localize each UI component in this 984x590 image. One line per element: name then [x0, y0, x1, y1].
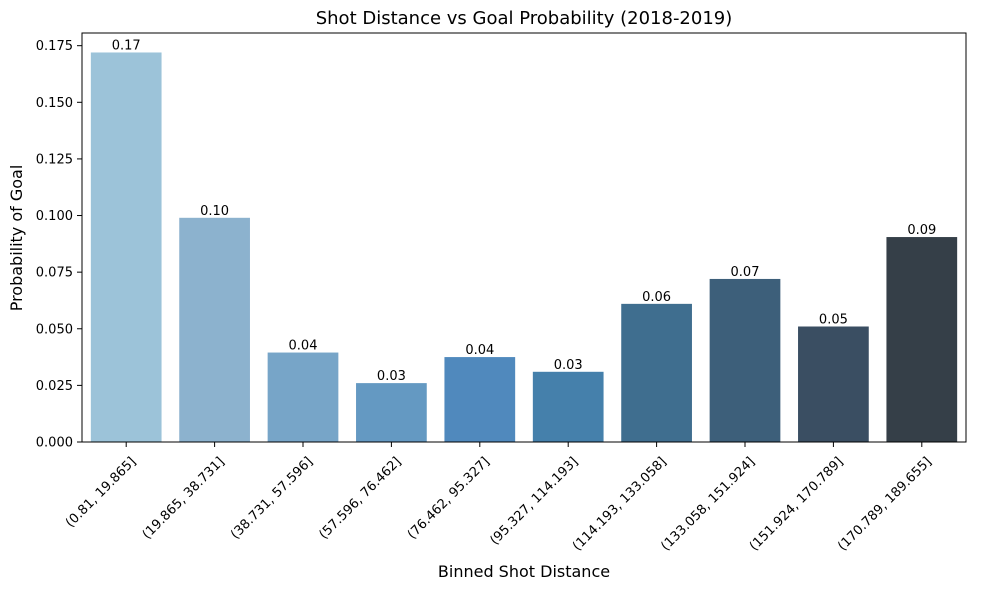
bar — [267, 352, 339, 442]
bar-data-label: 0.07 — [731, 265, 760, 280]
y-tick-label: 0.025 — [36, 379, 73, 394]
bar-labels: 0.17 0.10 0.04 0.03 0.04 0.03 0.06 0.07 0.05 0.09 — [112, 38, 937, 384]
bar — [90, 52, 162, 442]
y-tick-label: 0.150 — [36, 96, 73, 111]
bar-data-label: 0.09 — [907, 223, 936, 238]
x-axis: (0.81, 19.865] (19.865, 38.731] (38.731, 5… — [63, 442, 935, 554]
bar-data-label: 0.05 — [819, 313, 848, 328]
bar-data-label: 0.03 — [377, 369, 406, 384]
bar-data-label: 0.06 — [642, 290, 671, 305]
bar-data-label: 0.03 — [554, 358, 583, 373]
bar-data-label: 0.04 — [465, 343, 494, 358]
x-tick-label: (76.462, 95.327] — [405, 454, 493, 542]
x-tick-label: (57.596, 76.462] — [316, 454, 404, 542]
bar-data-label: 0.04 — [289, 339, 318, 354]
x-tick-label: (0.81, 19.865] — [63, 454, 139, 530]
y-tick-label: 0.075 — [36, 266, 73, 281]
chart-title: Shot Distance vs Goal Probability (2018-… — [316, 8, 733, 29]
plot-frame — [81, 32, 967, 443]
y-tick-label: 0.175 — [36, 39, 73, 54]
x-tick-label: (114.193, 133.058] — [570, 454, 670, 554]
x-tick-label: (170.789, 189.655] — [835, 454, 935, 554]
x-tick-label: (19.865, 38.731] — [140, 454, 228, 542]
bar — [709, 278, 781, 442]
y-axis-title: Probability of Goal — [7, 165, 26, 312]
y-tick-label: 0.125 — [36, 152, 73, 167]
bar — [621, 303, 692, 442]
x-tick-label: (38.731, 57.596] — [228, 454, 316, 542]
y-tick-label: 0.000 — [36, 436, 73, 451]
bar-data-label: 0.10 — [200, 204, 229, 219]
bar — [179, 217, 250, 442]
x-tick-label: (151.924, 170.789] — [747, 454, 847, 554]
bar — [532, 371, 604, 442]
bar-data-label: 0.17 — [112, 38, 141, 53]
bar — [444, 357, 516, 442]
y-axis: 0.000 0.025 0.050 0.075 0.100 0.125 0.150 0.175 — [36, 39, 82, 451]
y-tick-label: 0.100 — [36, 209, 73, 224]
bar — [798, 326, 869, 442]
x-tick-label: (133.058, 151.924] — [658, 454, 758, 554]
x-tick-label: (95.327, 114.193] — [487, 454, 581, 548]
bar — [886, 237, 958, 442]
bars — [90, 52, 958, 442]
y-tick-label: 0.050 — [36, 322, 73, 337]
x-axis-title: Binned Shot Distance — [438, 562, 610, 581]
bar — [356, 383, 427, 442]
